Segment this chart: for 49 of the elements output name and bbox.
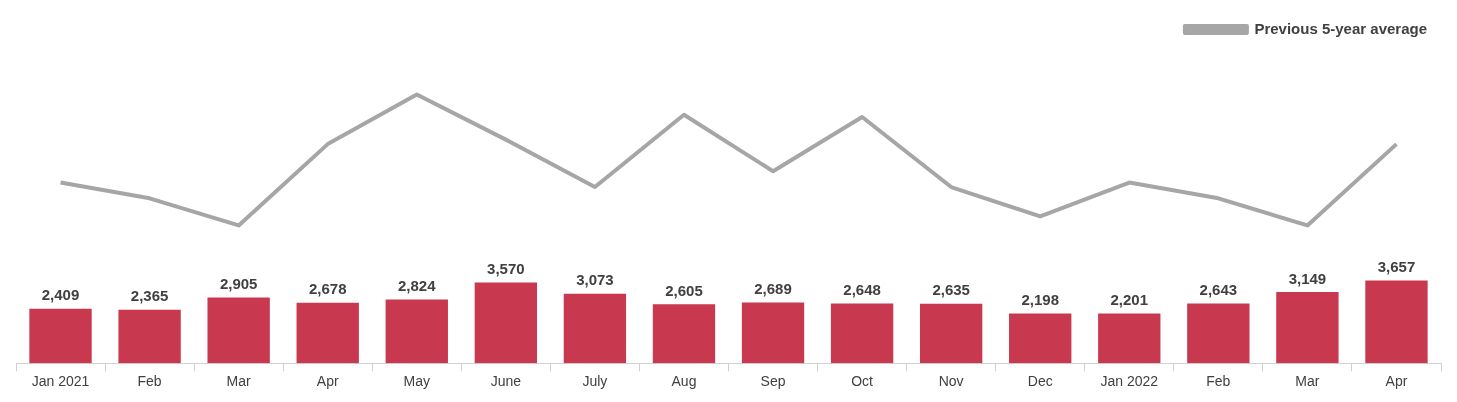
- bar: [385, 299, 448, 364]
- x-tick-label: Jan 2021: [31, 373, 90, 390]
- x-tick-label: June: [490, 373, 522, 390]
- bar: [1187, 303, 1250, 364]
- bar: [1365, 280, 1428, 364]
- bar: [1098, 313, 1161, 364]
- x-tick-label: July: [582, 373, 608, 390]
- x-tick-label: Apr: [316, 373, 339, 390]
- data-label: 2,648: [843, 281, 881, 299]
- data-label: 2,643: [1199, 281, 1238, 299]
- bar: [563, 293, 627, 364]
- x-tick-label: Mar: [226, 373, 252, 390]
- bar: [1276, 292, 1339, 364]
- x-tick-label: Feb: [137, 373, 162, 390]
- bar: [830, 303, 894, 364]
- data-label: 2,678: [308, 280, 347, 298]
- x-tick-label: Oct: [851, 373, 874, 390]
- bar: [919, 303, 983, 364]
- bar: [474, 282, 538, 364]
- data-label: 3,570: [487, 260, 525, 278]
- x-tick-label: Sep: [760, 373, 786, 390]
- bar: [296, 302, 359, 364]
- bar: [652, 304, 716, 364]
- bar: [29, 308, 92, 364]
- x-tick-label: Feb: [1206, 373, 1231, 390]
- data-label: 3,657: [1377, 258, 1416, 276]
- bar: [207, 297, 270, 364]
- data-label: 2,409: [41, 286, 80, 304]
- data-label: 2,198: [1021, 291, 1059, 309]
- x-tick-label: May: [403, 373, 431, 390]
- data-label: 2,605: [665, 282, 703, 299]
- x-tick-label: Mar: [1295, 373, 1320, 390]
- x-tick-label: Dec: [1027, 373, 1053, 390]
- data-label: 2,905: [219, 275, 258, 293]
- x-tick-label: Nov: [938, 373, 964, 390]
- data-label: 2,824: [398, 277, 437, 295]
- data-label: 2,635: [932, 281, 970, 299]
- legend-label: Previous 5-year average: [1254, 19, 1428, 37]
- data-label: 2,201: [1110, 291, 1149, 309]
- data-label: 3,073: [576, 271, 614, 289]
- x-tick-label: Apr: [1385, 373, 1408, 390]
- bar: [1009, 313, 1072, 364]
- data-label: 2,365: [130, 287, 169, 305]
- bar: [118, 309, 181, 364]
- x-tick-label: Aug: [671, 373, 697, 390]
- bar: [741, 302, 805, 364]
- data-label: 3,149: [1288, 269, 1327, 287]
- x-tick-label: Jan 2022: [1100, 373, 1159, 390]
- data-label: 2,689: [754, 280, 792, 298]
